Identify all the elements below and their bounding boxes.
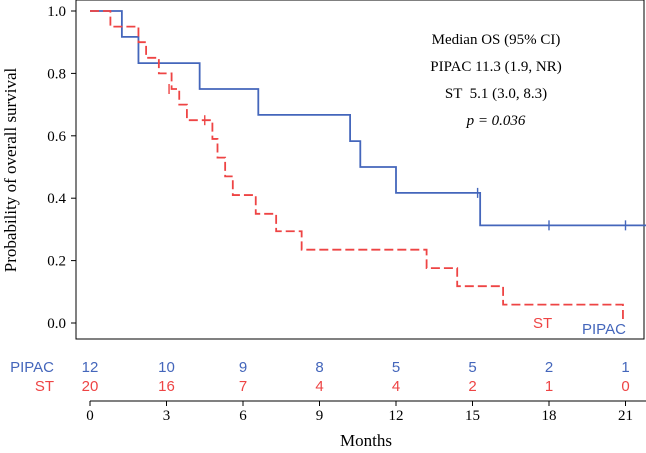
risk-count-pipac: 5 <box>468 359 476 376</box>
x-tick-label: 3 <box>163 408 171 424</box>
risk-count-pipac: 10 <box>158 359 175 376</box>
y-tick-label: 0.0 <box>47 316 66 332</box>
risk-count-st: 1 <box>545 378 553 395</box>
survival-curve-st <box>90 10 624 323</box>
survival-curves <box>90 10 646 323</box>
risk-count-st: 2 <box>468 378 476 395</box>
y-tick-label: 0.8 <box>47 66 66 82</box>
y-axis-title: Probability of overall survival <box>1 68 20 273</box>
y-axis: 0.0 0.2 0.4 0.6 0.8 1.0 <box>47 4 76 332</box>
y-tick-label: 0.4 <box>47 191 66 207</box>
risk-count-pipac: 9 <box>239 359 247 376</box>
curve-label-pipac: PIPAC <box>582 321 626 338</box>
risk-count-pipac: 5 <box>392 359 400 376</box>
risk-count-pipac: 12 <box>82 359 99 376</box>
censor-marks <box>168 84 627 231</box>
risk-row-label-st: ST <box>35 378 54 395</box>
risk-count-st: 4 <box>392 378 400 395</box>
risk-count-pipac: 1 <box>621 359 629 376</box>
annotation-pipac-median: PIPAC 11.3 (1.9, NR) <box>430 59 561 75</box>
risk-count-st: 16 <box>158 378 175 395</box>
risk-count-pipac: 8 <box>315 359 323 376</box>
number-at-risk-table: PIPAC12109855210ST2016744210 <box>10 359 630 395</box>
x-tick-label: 12 <box>389 408 404 424</box>
risk-count-st: 20 <box>82 378 99 395</box>
median-os-annotation: Median OS (95% CI) PIPAC 11.3 (1.9, NR) … <box>430 32 561 129</box>
x-tick-label: 15 <box>465 408 480 424</box>
risk-row-label-pipac: PIPAC <box>10 359 54 376</box>
y-tick-label: 0.6 <box>47 129 66 145</box>
x-axis-title: Months <box>340 431 392 450</box>
x-tick-label: 9 <box>316 408 324 424</box>
annotation-median-os-header: Median OS (95% CI) <box>432 32 561 48</box>
risk-count-st: 0 <box>621 378 629 395</box>
annotation-st-median: ST 5.1 (3.0, 8.3) <box>445 86 547 102</box>
annotation-p-value: p = 0.036 <box>466 113 526 129</box>
x-tick-label: 21 <box>618 408 633 424</box>
risk-count-st: 4 <box>315 378 323 395</box>
curve-label-st: ST <box>533 315 552 332</box>
risk-count-st: 7 <box>239 378 247 395</box>
x-tick-label: 18 <box>542 408 557 424</box>
risk-count-pipac: 2 <box>545 359 553 376</box>
y-tick-label: 0.2 <box>47 254 66 270</box>
y-tick-label: 1.0 <box>47 4 66 20</box>
x-tick-label: 6 <box>239 408 247 424</box>
survival-curve-pipac <box>90 10 646 227</box>
x-tick-label: 0 <box>86 408 94 424</box>
x-axis: 03691215182124 <box>86 400 646 424</box>
plot-frame <box>75 0 645 340</box>
